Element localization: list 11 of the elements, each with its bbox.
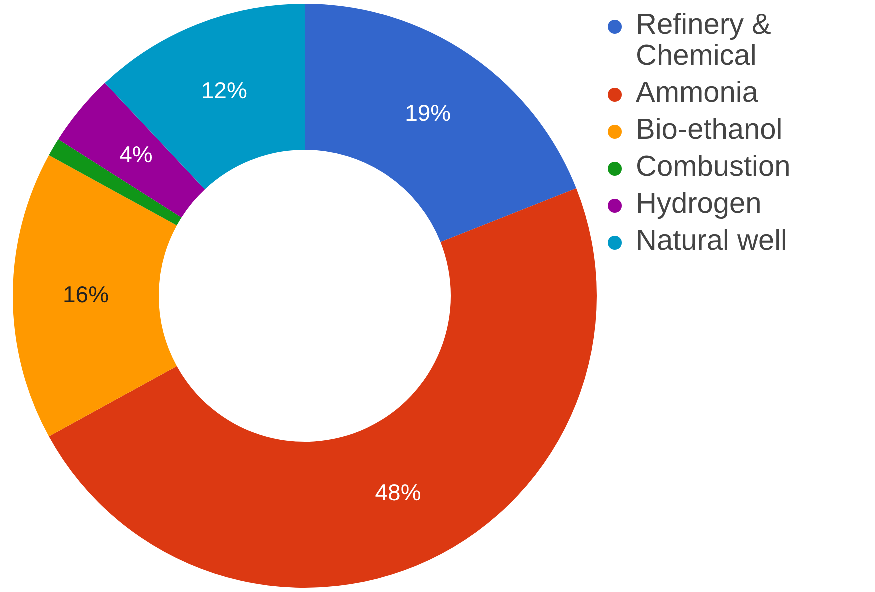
data-label: 4% [120,142,153,168]
legend-label: Refinery & Chemical [635,9,772,72]
legend-label: Bio-ethanol [635,114,784,146]
legend-label: Combustion [635,151,792,183]
legend-label: Hydrogen [635,188,763,220]
data-label: 19% [405,100,452,126]
data-label: 12% [201,78,248,104]
data-label: 48% [375,480,422,506]
data-label: 16% [62,281,110,308]
legend-label: Ammonia [635,77,760,109]
legend-label: Natural well [635,225,788,257]
